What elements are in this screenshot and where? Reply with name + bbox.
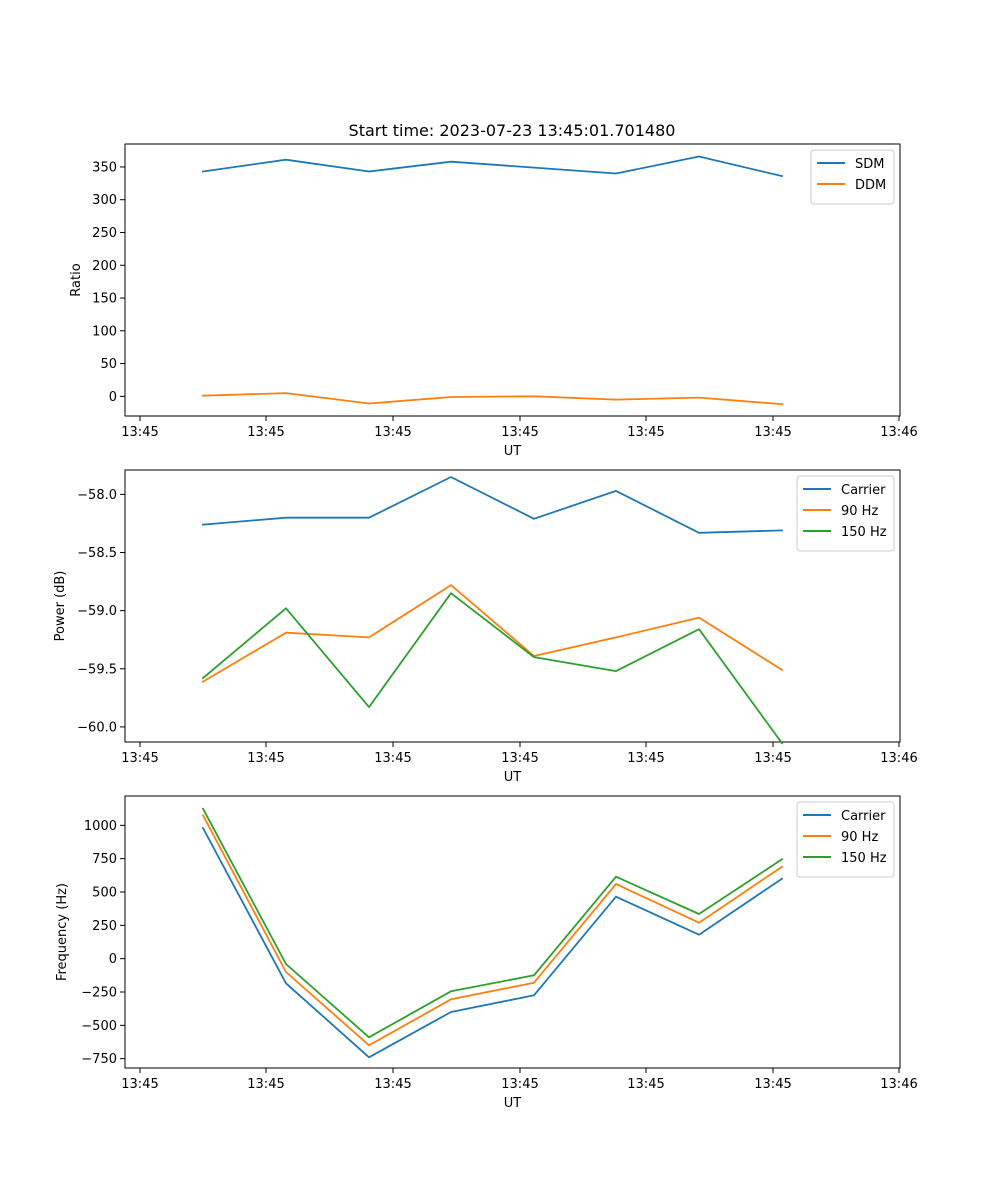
x-tick-label: 13:45 bbox=[247, 751, 284, 766]
axes-frame bbox=[124, 469, 901, 743]
x-axis-label: UT bbox=[504, 1096, 522, 1111]
x-tick-label: 13:46 bbox=[880, 425, 917, 440]
x-tick-label: 13:46 bbox=[880, 1077, 917, 1092]
x-tick-label: 13:45 bbox=[501, 1077, 538, 1092]
y-axis-label: Power (dB) bbox=[53, 571, 68, 642]
y-tick-label: 100 bbox=[92, 324, 117, 339]
x-tick-label: 13:45 bbox=[247, 425, 284, 440]
x-tick-label: 13:45 bbox=[501, 751, 538, 766]
x-tick-label: 13:45 bbox=[247, 1077, 284, 1092]
y-axis-label: Frequency (Hz) bbox=[55, 883, 70, 981]
panel-2: 13:45 13:45 13:45 13:45 13:45 13:45 13:46 UT −60… bbox=[53, 469, 918, 785]
series-line-carrier bbox=[202, 476, 783, 534]
legend-label: DDM bbox=[855, 178, 886, 193]
y-tick-label: −59.5 bbox=[77, 662, 117, 677]
y-tick-label: 350 bbox=[92, 160, 117, 175]
x-axis-label: UT bbox=[504, 444, 522, 459]
legend-label: SDM bbox=[855, 157, 884, 172]
y-tick-label: 750 bbox=[92, 852, 117, 867]
legend-label: Carrier bbox=[841, 483, 886, 498]
y-tick-label: 250 bbox=[92, 919, 117, 934]
panel-1: 13:45 13:45 13:45 13:45 13:45 13:45 13:46 UT 0 50… bbox=[69, 143, 918, 459]
series-line-ddm bbox=[202, 392, 783, 406]
y-tick-label: 300 bbox=[92, 193, 117, 208]
series-line-90-hz bbox=[201, 584, 784, 683]
x-tick-label: 13:45 bbox=[121, 425, 158, 440]
x-tick-label: 13:45 bbox=[121, 751, 158, 766]
legend bbox=[796, 801, 895, 878]
x-tick-label: 13:45 bbox=[501, 425, 538, 440]
x-tick-label: 13:45 bbox=[627, 751, 664, 766]
y-tick-label: 0 bbox=[109, 390, 117, 405]
series-line-90-hz bbox=[201, 814, 784, 1047]
figure-title: Start time: 2023-07-23 13:45:01.701480 bbox=[349, 121, 676, 140]
x-tick-label: 13:45 bbox=[627, 425, 664, 440]
x-tick-label: 13:45 bbox=[754, 751, 791, 766]
x-tick-label: 13:45 bbox=[754, 425, 791, 440]
y-tick-label: 1000 bbox=[84, 819, 117, 834]
series-line-sdm bbox=[201, 155, 784, 178]
series-line-150-hz bbox=[201, 807, 784, 1039]
x-tick-label: 13:45 bbox=[374, 1077, 411, 1092]
y-axis-label: Ratio bbox=[69, 263, 84, 296]
y-tick-label: −58.0 bbox=[77, 488, 117, 503]
legend-label: 150 Hz bbox=[841, 525, 887, 540]
y-tick-label: −250 bbox=[81, 986, 117, 1001]
y-tick-label: 250 bbox=[92, 226, 117, 241]
legend-label: 90 Hz bbox=[841, 830, 878, 845]
legend bbox=[796, 475, 895, 552]
y-tick-label: 200 bbox=[92, 259, 117, 274]
y-tick-label: −60.0 bbox=[77, 720, 117, 735]
y-tick-label: −500 bbox=[81, 1019, 117, 1034]
panels: 13:45 13:45 13:45 13:45 13:45 13:45 13:46 UT 0 50… bbox=[53, 143, 918, 1111]
x-axis-label: UT bbox=[504, 770, 522, 785]
legend-label: 150 Hz bbox=[841, 851, 887, 866]
legend-label: Carrier bbox=[841, 809, 886, 824]
x-tick-label: 13:45 bbox=[754, 1077, 791, 1092]
y-tick-label: −750 bbox=[81, 1052, 117, 1067]
series-line-carrier bbox=[201, 826, 784, 1059]
axes-frame bbox=[124, 795, 901, 1069]
x-tick-label: 13:45 bbox=[121, 1077, 158, 1092]
x-tick-label: 13:45 bbox=[374, 425, 411, 440]
y-tick-label: 150 bbox=[92, 292, 117, 307]
x-tick-label: 13:45 bbox=[374, 751, 411, 766]
panel-3: 13:45 13:45 13:45 13:45 13:45 13:45 13:46 UT −75… bbox=[55, 795, 918, 1111]
x-tick-label: 13:46 bbox=[880, 751, 917, 766]
series-line-150-hz bbox=[201, 592, 784, 745]
y-tick-label: −58.5 bbox=[77, 546, 117, 561]
legend-label: 90 Hz bbox=[841, 504, 878, 519]
y-tick-label: 50 bbox=[100, 357, 117, 372]
axes-frame bbox=[124, 143, 901, 417]
y-tick-label: 0 bbox=[109, 952, 117, 967]
y-tick-label: 500 bbox=[92, 886, 117, 901]
x-tick-label: 13:45 bbox=[627, 1077, 664, 1092]
y-tick-label: −59.0 bbox=[77, 604, 117, 619]
